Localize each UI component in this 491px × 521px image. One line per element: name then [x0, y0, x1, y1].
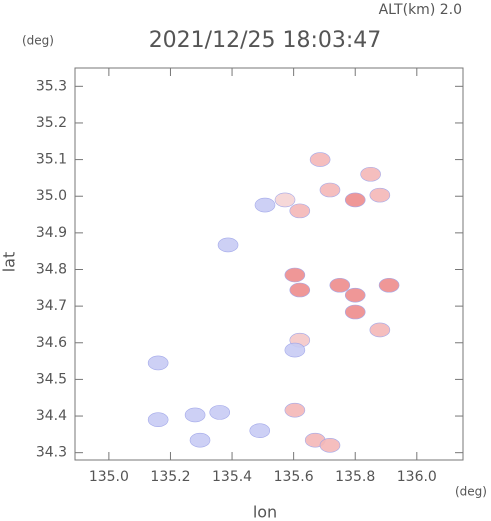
echo-point: [360, 166, 381, 182]
y-tick-label: 35.0: [36, 188, 67, 204]
echo-point: [289, 282, 311, 298]
echo-point: [284, 267, 306, 283]
echo-point: [189, 432, 211, 448]
y-axis-label: lat: [0, 252, 19, 273]
echo-point: [184, 407, 206, 423]
echo-point: [378, 277, 400, 293]
echo-point: [209, 405, 231, 420]
echo-point: [147, 355, 169, 371]
x-unit: (deg): [455, 485, 487, 499]
y-tick-label: 34.6: [36, 335, 67, 351]
echo-point: [319, 182, 341, 198]
y-tick-label: 35.1: [36, 152, 67, 168]
echo-point: [284, 402, 306, 418]
chart-title: 2021/12/25 18:03:47: [149, 28, 382, 53]
echo-point: [369, 322, 391, 338]
echo-point: [249, 423, 271, 438]
plot-frame: [74, 67, 464, 461]
x-axis-label: lon: [253, 503, 277, 521]
x-tick-label: 135.6: [274, 469, 314, 485]
x-tick-label: 135.4: [212, 469, 252, 485]
y-tick-label: 34.9: [36, 225, 67, 241]
echo-point: [147, 412, 169, 428]
echo-point: [289, 203, 311, 219]
echo-point: [284, 342, 306, 358]
y-tick-label: 35.3: [36, 78, 67, 94]
y-tick-label: 34.3: [36, 445, 67, 461]
echo-point: [254, 197, 276, 213]
y-tick-label: 34.5: [36, 371, 67, 387]
y-tick-label: 34.8: [36, 261, 67, 277]
x-tick-label: 135.8: [335, 469, 375, 485]
echo-point: [309, 152, 331, 167]
echo-point: [274, 192, 296, 208]
y-tick-label: 34.4: [36, 408, 67, 424]
echo-point: [344, 287, 366, 303]
y-tick-label: 34.7: [36, 298, 67, 314]
x-tick-label: 136.0: [397, 469, 437, 485]
altitude-label: ALT(km) 2.0: [379, 2, 462, 18]
echo-point: [344, 192, 366, 208]
x-tick-label: 135.0: [89, 469, 129, 485]
echo-point: [369, 187, 391, 203]
echo-point: [217, 237, 239, 253]
echo-point: [329, 277, 351, 293]
x-tick-label: 135.2: [150, 469, 190, 485]
y-tick-label: 35.2: [36, 115, 67, 131]
echo-point: [344, 304, 366, 320]
y-unit: (deg): [22, 34, 54, 48]
echo-point: [319, 438, 341, 453]
